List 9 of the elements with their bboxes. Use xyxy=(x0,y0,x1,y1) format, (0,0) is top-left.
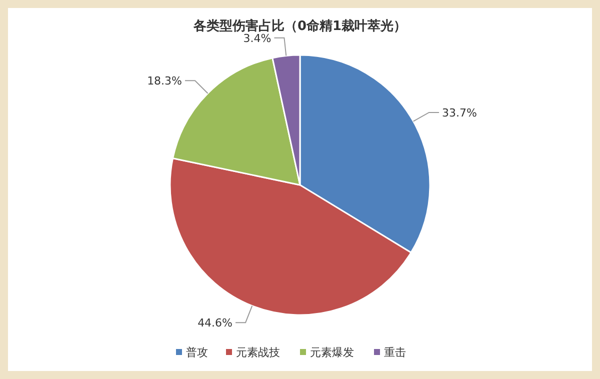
data-label: 3.4% xyxy=(243,32,272,45)
data-label: 44.6% xyxy=(198,316,233,330)
legend-label: 重击 xyxy=(384,346,406,359)
legend-label: 普攻 xyxy=(186,346,208,359)
chart-title: 各类型伤害占比（0命精1裁叶萃光） xyxy=(192,18,407,34)
legend-label: 元素战技 xyxy=(236,346,280,359)
data-label: 18.3% xyxy=(147,74,182,88)
legend-label: 元素爆发 xyxy=(310,346,354,359)
data-label: 33.7% xyxy=(442,106,477,120)
